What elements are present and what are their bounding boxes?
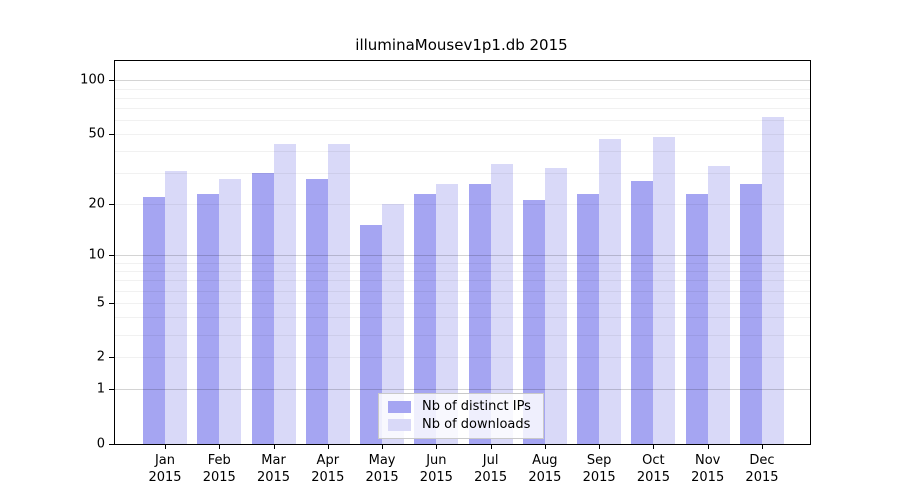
y-tick-label-20: 20 bbox=[88, 196, 105, 212]
bar-nb-of-distinct-ips-nov bbox=[685, 193, 708, 444]
y-tick-label-1: 1 bbox=[96, 381, 105, 397]
x-tick-may bbox=[382, 444, 384, 449]
y-tick-50 bbox=[109, 134, 115, 136]
bar-nb-of-downloads-oct bbox=[653, 137, 676, 444]
bar-nb-of-distinct-ips-sep bbox=[577, 193, 600, 444]
legend-label-distinct-ips: Nb of distinct IPs bbox=[422, 399, 531, 414]
y-tick-label-2: 2 bbox=[96, 349, 105, 365]
x-tick-label-mar: Mar 2015 bbox=[256, 453, 291, 485]
bar-nb-of-downloads-jul bbox=[490, 163, 513, 444]
x-tick-dec bbox=[761, 444, 763, 449]
bar-nb-of-downloads-nov bbox=[707, 166, 730, 444]
bar-nb-of-downloads-feb bbox=[219, 178, 242, 444]
bar-nb-of-distinct-ips-aug bbox=[522, 200, 545, 444]
y-tick-5 bbox=[109, 302, 115, 304]
gridline-5 bbox=[115, 302, 810, 304]
y-tick-10 bbox=[109, 255, 115, 257]
x-tick-oct bbox=[653, 444, 655, 449]
gridline-3 bbox=[115, 334, 810, 336]
plot-area: Jan 2015 Feb 2015 Mar 2015 Apr 2015 May 2015… bbox=[80, 60, 811, 485]
y-tick-label-100: 100 bbox=[80, 72, 105, 88]
y-tick-1 bbox=[109, 389, 115, 391]
bar-nb-of-distinct-ips-mar bbox=[251, 173, 274, 444]
y-tick-20 bbox=[109, 204, 115, 206]
x-tick-label-oct: Oct 2015 bbox=[636, 453, 670, 485]
y-tick-label-50: 50 bbox=[88, 126, 105, 142]
x-tick-feb bbox=[219, 444, 221, 449]
gridline-7 bbox=[115, 280, 810, 282]
bar-nb-of-distinct-ips-oct bbox=[631, 181, 654, 444]
gridline-4 bbox=[115, 317, 810, 319]
x-tick-label-jul: Jul 2015 bbox=[474, 453, 508, 485]
gridline-70 bbox=[115, 108, 810, 110]
gridline-30 bbox=[115, 173, 810, 175]
gridline-1 bbox=[115, 389, 810, 391]
x-tick-sep bbox=[599, 444, 601, 449]
bar-nb-of-distinct-ips-may bbox=[360, 225, 383, 444]
x-tick-jun bbox=[436, 444, 438, 449]
x-tick-nov bbox=[707, 444, 709, 449]
gridline-10 bbox=[115, 255, 810, 257]
bar-nb-of-downloads-mar bbox=[273, 143, 296, 444]
y-tick-label-5: 5 bbox=[96, 295, 105, 311]
x-tick-label-may: May 2015 bbox=[365, 453, 399, 485]
bar-nb-of-distinct-ips-apr bbox=[305, 178, 328, 444]
legend-swatch-distinct-ips bbox=[388, 400, 411, 413]
bar-nb-of-distinct-ips-jun bbox=[414, 193, 437, 444]
x-tick-aug bbox=[544, 444, 546, 449]
bar-nb-of-distinct-ips-feb bbox=[197, 193, 220, 444]
bar-nb-of-downloads-may bbox=[382, 204, 405, 444]
bar-nb-of-distinct-ips-dec bbox=[739, 184, 762, 444]
x-tick-jul bbox=[490, 444, 492, 449]
x-tick-label-aug: Aug 2015 bbox=[528, 453, 562, 485]
x-tick-label-dec: Dec 2015 bbox=[745, 453, 779, 485]
gridline-100 bbox=[115, 80, 810, 82]
bar-nb-of-downloads-jan bbox=[165, 170, 187, 444]
legend-item-distinct-ips: Nb of distinct IPs bbox=[388, 399, 531, 414]
bar-nb-of-downloads-sep bbox=[599, 138, 622, 444]
y-tick-100 bbox=[109, 80, 115, 82]
gridline-50 bbox=[115, 134, 810, 136]
x-tick-label-feb: Feb 2015 bbox=[202, 453, 236, 485]
bar-nb-of-downloads-apr bbox=[327, 143, 350, 444]
gridline-6 bbox=[115, 290, 810, 292]
gridline-8 bbox=[115, 270, 810, 272]
gridline-9 bbox=[115, 262, 810, 264]
legend-swatch-downloads bbox=[388, 418, 411, 431]
bar-nb-of-downloads-dec bbox=[761, 117, 784, 444]
gridline-80 bbox=[115, 97, 810, 99]
y-tick-label-10: 10 bbox=[88, 247, 105, 263]
x-tick-label-jan: Jan 2015 bbox=[148, 453, 182, 485]
legend: Nb of distinct IPs Nb of downloads bbox=[378, 393, 544, 439]
y-tick-0 bbox=[109, 444, 115, 445]
bar-nb-of-downloads-aug bbox=[544, 168, 567, 444]
gridline-40 bbox=[115, 151, 810, 153]
x-tick-label-jun: Jun 2015 bbox=[419, 453, 453, 485]
bar-nb-of-distinct-ips-jan bbox=[143, 196, 165, 444]
chart-title: illuminaMousev1p1.db 2015 bbox=[355, 36, 568, 54]
bar-nb-of-distinct-ips-jul bbox=[468, 184, 491, 444]
y-tick-label-0: 0 bbox=[96, 436, 105, 452]
legend-label-downloads: Nb of downloads bbox=[422, 417, 531, 432]
x-tick-apr bbox=[327, 444, 329, 449]
x-tick-jan bbox=[165, 444, 166, 449]
x-tick-label-apr: Apr 2015 bbox=[311, 453, 345, 485]
x-tick-mar bbox=[273, 444, 275, 449]
x-tick-label-nov: Nov 2015 bbox=[691, 453, 725, 485]
legend-item-downloads: Nb of downloads bbox=[388, 417, 531, 432]
gridline-90 bbox=[115, 88, 810, 90]
x-tick-label-sep: Sep 2015 bbox=[582, 453, 616, 485]
gridline-60 bbox=[115, 120, 810, 122]
y-tick-2 bbox=[109, 357, 115, 359]
bar-nb-of-downloads-jun bbox=[436, 184, 459, 444]
gridline-20 bbox=[115, 204, 810, 206]
gridline-2 bbox=[115, 357, 810, 359]
